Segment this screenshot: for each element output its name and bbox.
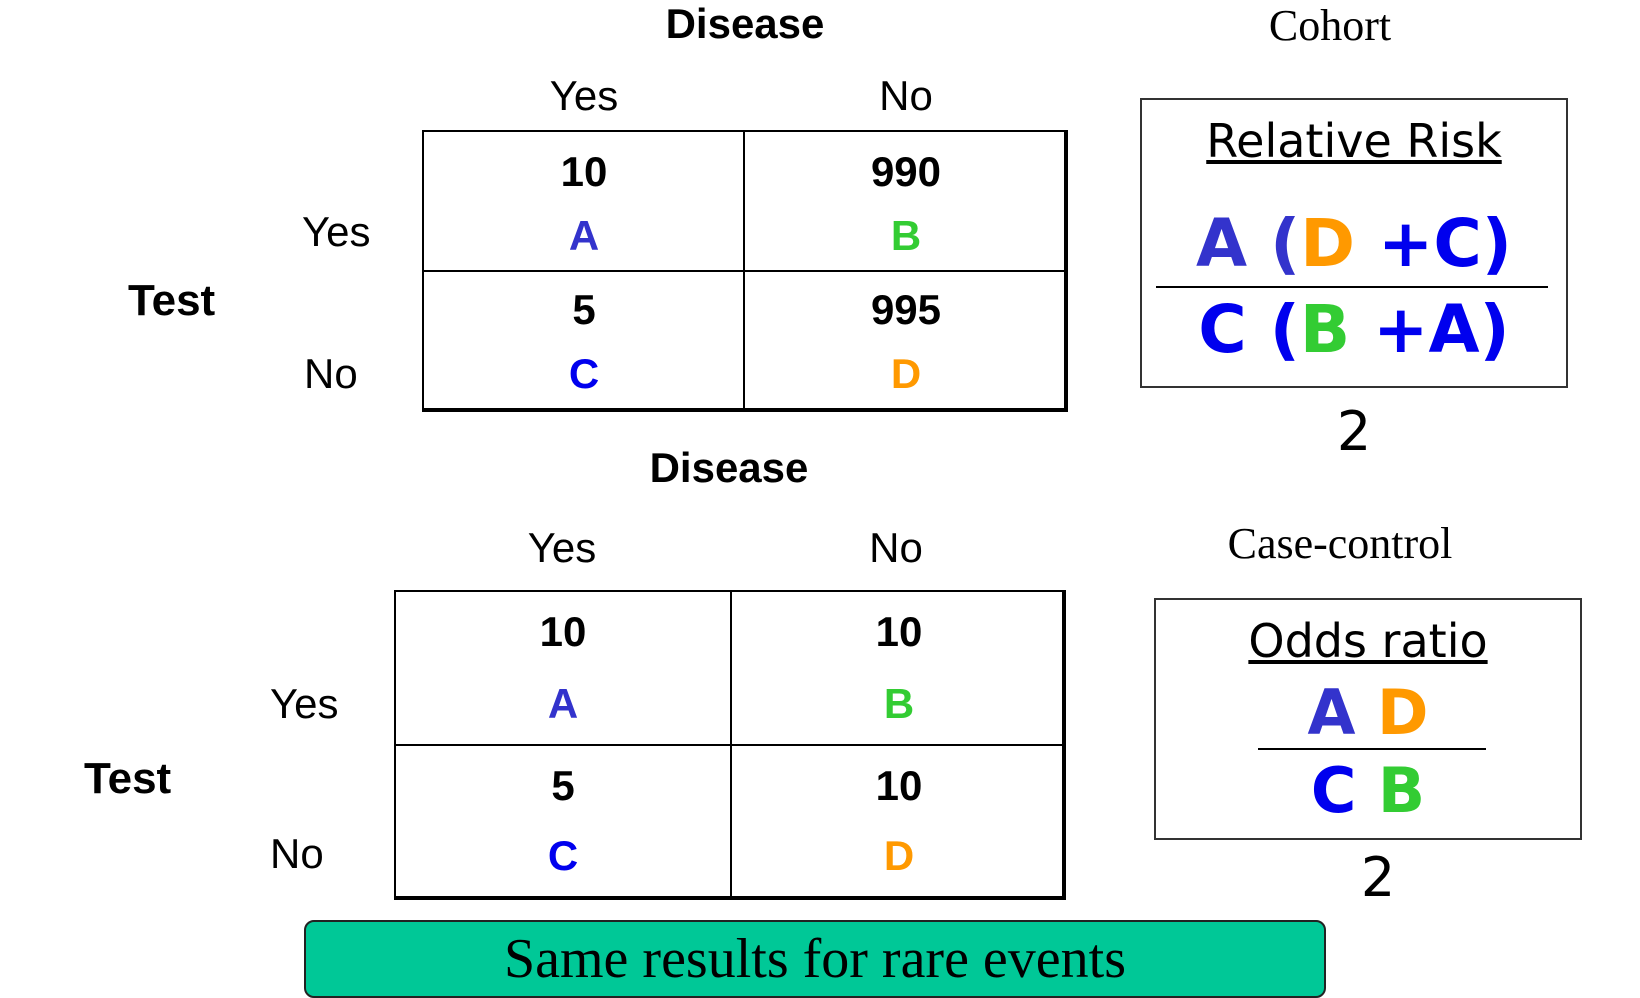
relative-risk-title: Relative Risk <box>1206 114 1502 168</box>
cohort-cell-b-value: 990 <box>870 148 942 195</box>
cohort-col-no-label: No <box>879 72 933 119</box>
relative-risk-numerator: A (D +C) <box>1142 208 1566 280</box>
relative-risk-denominator: C (B +A) <box>1142 294 1566 366</box>
rare-events-banner: Same results for rare events <box>304 920 1326 998</box>
case-control-cell-b-letter: B <box>883 680 915 727</box>
odds-ratio-title: Odds ratio <box>1248 614 1488 668</box>
rr-den-c: C <box>1198 291 1270 368</box>
rr-num-paren: ( <box>1270 205 1301 282</box>
cohort-col-yes-label: Yes <box>549 72 619 119</box>
case-control-cell-b-value: 10 <box>875 608 923 655</box>
odds-ratio-denominator: C B <box>1156 756 1580 826</box>
odds-ratio-fraction-bar <box>1258 748 1486 750</box>
case-control-table-divider-h <box>396 744 1064 746</box>
case-control-cell-a-letter: A <box>547 680 579 727</box>
case-control-row-no-label: No <box>270 830 324 877</box>
relative-risk-fraction-bar <box>1156 286 1548 288</box>
cohort-cell-a-letter: A <box>568 212 600 259</box>
rr-num-a: A <box>1196 205 1271 282</box>
cohort-cell-d-value: 995 <box>870 286 942 333</box>
rr-den-a: +A) <box>1350 291 1510 368</box>
rr-den-b: B <box>1299 291 1351 368</box>
case-control-cell-d-letter: D <box>883 832 915 879</box>
or-den-b: B <box>1377 754 1426 827</box>
rr-den-paren: ( <box>1269 291 1300 368</box>
case-control-col-yes-label: Yes <box>527 524 597 571</box>
case-control-cell-c-letter: C <box>547 832 579 879</box>
rr-num-c: +C) <box>1355 205 1512 282</box>
case-control-cell-d-value: 10 <box>875 762 923 809</box>
cohort-row-no-label: No <box>304 350 358 397</box>
cohort-study-label: Cohort <box>1268 1 1392 50</box>
cohort-disease-header: Disease <box>665 0 825 47</box>
cohort-test-label: Test <box>128 276 216 325</box>
cohort-table-divider-h <box>424 270 1066 272</box>
relative-risk-box: Relative Risk A (D +C) C (B +A) <box>1140 98 1568 388</box>
cohort-contingency-table: 10 A 990 B 5 C 995 D <box>422 130 1068 412</box>
cohort-cell-c-value: 5 <box>572 286 596 333</box>
relative-risk-result: 2 <box>1336 400 1372 463</box>
case-control-test-label: Test <box>84 754 172 803</box>
case-control-col-no-label: No <box>869 524 923 571</box>
or-num-a: A <box>1307 676 1356 749</box>
case-control-cell-a-value: 10 <box>539 608 587 655</box>
rr-num-d: D <box>1300 205 1356 282</box>
odds-ratio-result: 2 <box>1360 846 1396 909</box>
cohort-cell-b-letter: B <box>890 212 922 259</box>
cohort-cell-d-letter: D <box>890 350 922 397</box>
or-num-d: D <box>1377 676 1429 749</box>
odds-ratio-box: Odds ratio A D C B <box>1154 598 1582 840</box>
case-control-contingency-table: 10 A 10 B 5 C 10 D <box>394 590 1066 900</box>
case-control-row-yes-label: Yes <box>270 680 339 727</box>
cohort-row-yes-label: Yes <box>302 208 371 255</box>
cohort-cell-c-letter: C <box>568 350 600 397</box>
or-den-c: C <box>1310 754 1357 827</box>
cohort-cell-a-value: 10 <box>560 148 608 195</box>
case-control-cell-c-value: 5 <box>551 762 575 809</box>
odds-ratio-numerator: A D <box>1156 678 1580 748</box>
case-control-disease-header: Disease <box>649 444 809 491</box>
case-control-study-label: Case-control <box>1227 519 1453 568</box>
